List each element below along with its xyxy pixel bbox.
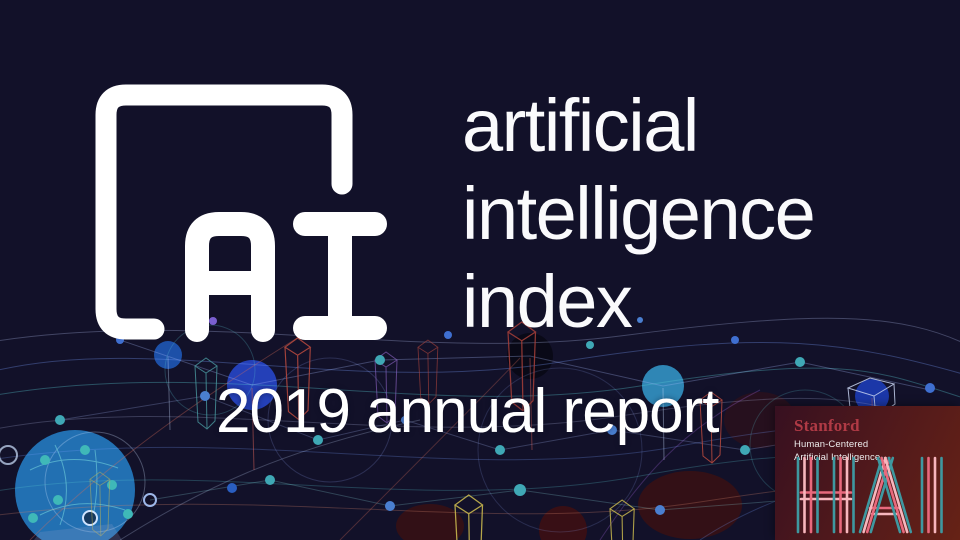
logo-square: [95, 84, 353, 340]
badge-dept-line-2: Artificial Intelligence: [794, 451, 881, 463]
stanford-hai-badge: Stanford Human-Centered Artificial Intel…: [775, 406, 960, 540]
report-subtitle: 2019 annual report: [216, 377, 720, 446]
badge-dept-line-1: Human-Centered: [794, 439, 869, 450]
hai-logo-text: HAI: [775, 464, 776, 465]
title-line-3: index: [462, 260, 633, 343]
title-line-1: artificial: [462, 84, 699, 167]
stanford-wordmark: Stanford: [794, 416, 860, 435]
title-line-2: intelligence: [462, 172, 816, 255]
report-title: artificial intelligence index: [462, 82, 816, 346]
hai-neon-logo: [796, 456, 943, 534]
